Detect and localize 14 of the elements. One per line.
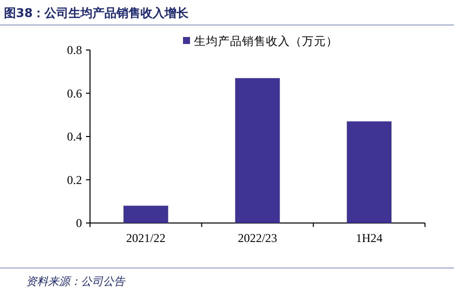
text: 资料来源：公司公告 <box>26 275 126 288</box>
x-tick-label: 1H24 <box>356 231 383 245</box>
chart-title: 图38：公司生均产品销售收入增长 <box>4 6 190 20</box>
y-tick-label: 0.6 <box>67 86 82 100</box>
y-tick-label: 0 <box>76 216 82 230</box>
bar <box>346 121 392 223</box>
bar <box>235 78 280 223</box>
y-tick-label: 0.2 <box>67 172 82 187</box>
x-tick-label: 2021/22 <box>126 231 166 245</box>
legend-label: 生均产品销售收入（万元） <box>194 34 338 48</box>
x-tick-label: 2022/23 <box>238 231 278 245</box>
y-tick-label: 0.8 <box>67 43 82 57</box>
bar <box>124 206 168 223</box>
y-tick-label: 0.4 <box>67 130 82 144</box>
